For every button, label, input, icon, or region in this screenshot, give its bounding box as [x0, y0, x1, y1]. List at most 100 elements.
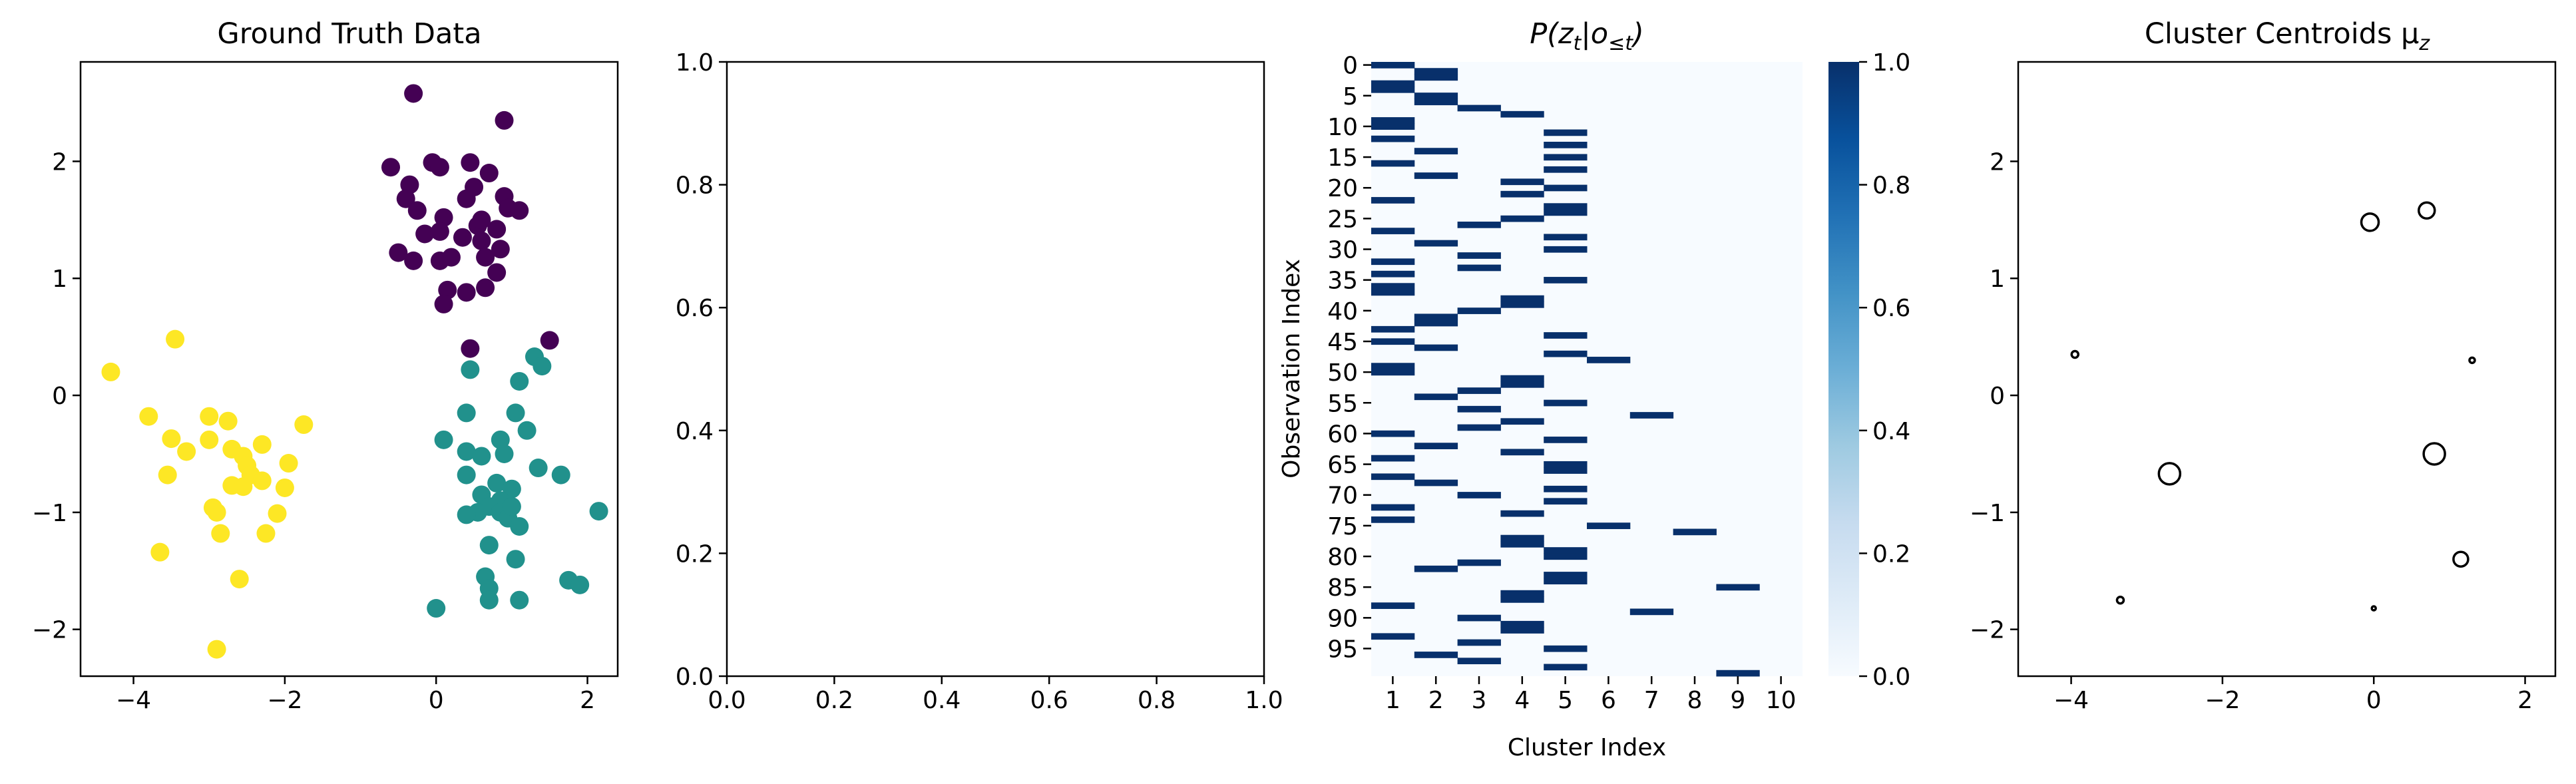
heatmap-cell	[1544, 399, 1588, 407]
data-point-cluster_0	[407, 201, 427, 220]
data-point-cluster_1	[461, 360, 480, 379]
data-point-cluster_1	[506, 550, 525, 569]
heatmap-cell	[1414, 443, 1458, 449]
y-tick-label: 50	[1327, 359, 1358, 387]
colorbar-ticks: 0.0 0.2 0.4 0.6 0.8 1.0	[1859, 49, 1910, 691]
heatmap-cell	[1371, 602, 1415, 609]
heatmap-cell	[1457, 639, 1501, 646]
data-point-cluster_1	[479, 590, 499, 610]
data-point-cluster_0	[510, 201, 529, 220]
data-point-cluster_0	[487, 263, 507, 282]
heatmap-cell	[1457, 307, 1501, 314]
y-tick-label: 2	[52, 148, 67, 176]
y-tick-label: 85	[1327, 574, 1358, 602]
heatmap-cell	[1544, 578, 1588, 585]
y-tick-label: 80	[1327, 544, 1358, 571]
data-point-cluster_1	[589, 502, 608, 521]
panel-posterior-heatmap: P(zt|o≤t) 1 2 3 4 5 6 7 8 9 100510152025303540455…	[1278, 17, 1910, 761]
x-tick-label: 0.0	[708, 687, 746, 714]
x-tick-label: −2	[267, 687, 302, 714]
heatmap-cell	[1544, 234, 1588, 241]
heatmap-cell	[1500, 590, 1544, 597]
heatmap-cell	[1371, 430, 1415, 437]
x-tick-label: 0	[2366, 687, 2382, 714]
y-tick-label: −2	[1970, 617, 2005, 644]
data-point-cluster_1	[434, 430, 453, 449]
y-tick-label: −1	[32, 500, 67, 527]
centroid-marker	[2422, 442, 2446, 466]
heatmap-cell	[1544, 203, 1588, 210]
data-point-cluster_2	[252, 471, 272, 490]
x-tick-label: 7	[1644, 687, 1659, 714]
data-point-cluster_2	[158, 465, 177, 485]
data-point-cluster_0	[461, 339, 480, 358]
heatmap-cell	[1500, 510, 1544, 517]
y-tick-label: 35	[1327, 268, 1358, 295]
y-tick-label: 0.6	[676, 295, 714, 322]
data-point-cluster_1	[502, 479, 521, 498]
y-tick-label: 5	[1343, 83, 1358, 110]
data-point-cluster_2	[230, 570, 249, 589]
data-point-cluster_1	[502, 497, 521, 516]
panel-ground-truth: Ground Truth Data −4 −2 0 2 −2 −1 0 1 2	[32, 17, 619, 714]
heatmap-cell	[1414, 393, 1458, 401]
heatmap-cell	[1673, 528, 1717, 536]
heatmap-cell	[1544, 209, 1588, 216]
panel-1-frame	[79, 61, 619, 678]
heatmap-cell	[1500, 449, 1544, 456]
data-point-cluster_0	[434, 294, 453, 313]
heatmap-cell	[1544, 332, 1588, 339]
heatmap-cell	[1371, 455, 1415, 462]
x-tick-label: −2	[2205, 687, 2240, 714]
data-point-cluster_1	[457, 505, 476, 524]
heatmap-cell	[1371, 325, 1415, 333]
heatmap-cell	[1587, 357, 1631, 363]
heatmap-cell	[1500, 301, 1544, 308]
heatmap-cell	[1414, 344, 1458, 351]
centroid-marker	[2360, 212, 2380, 232]
data-point-cluster_1	[510, 590, 529, 610]
heatmap-cell	[1544, 350, 1588, 357]
x-tick-label: 2	[580, 687, 595, 714]
heatmap-cell	[1544, 498, 1588, 505]
x-tick-label: 3	[1472, 687, 1487, 714]
heatmap-cell	[1371, 338, 1415, 345]
data-point-cluster_1	[457, 442, 476, 461]
colorbar-tick-label: 0.4	[1872, 418, 1910, 445]
heatmap-cells	[1371, 62, 1760, 677]
heatmap-cell	[1544, 572, 1588, 578]
data-point-cluster_1	[510, 371, 529, 391]
heatmap-cell	[1500, 215, 1544, 222]
heatmap-cell	[1500, 534, 1544, 542]
y-tick-label: 30	[1327, 237, 1358, 264]
heatmap-cell	[1414, 240, 1458, 247]
heatmap-cell	[1500, 110, 1544, 118]
y-tick-label: 95	[1327, 636, 1358, 663]
heatmap-cell	[1371, 270, 1415, 278]
data-point-cluster_0	[495, 110, 514, 130]
panel-1-title: Ground Truth Data	[217, 17, 481, 51]
colorbar-tick-label: 0.8	[1872, 172, 1910, 200]
heatmap-cell	[1544, 461, 1588, 468]
y-tick-label: 75	[1327, 513, 1358, 540]
data-point-cluster_0	[487, 220, 507, 239]
data-point-cluster_0	[381, 158, 401, 177]
heatmap-cell	[1457, 221, 1501, 228]
data-point-cluster_1	[457, 465, 476, 485]
x-tick-label: 1	[1385, 687, 1400, 714]
heatmap-cell	[1500, 375, 1544, 382]
heatmap-cell	[1544, 467, 1588, 474]
centroid-marker	[2452, 550, 2469, 568]
heatmap-cell	[1457, 264, 1501, 272]
x-tick-label: 2	[2517, 687, 2533, 714]
data-point-cluster_1	[510, 516, 529, 536]
centroids-ticks: −4 −2 0 2 −2 −1 0 1 2	[1970, 148, 2533, 714]
data-point-cluster_2	[200, 430, 219, 449]
data-point-cluster_2	[139, 407, 158, 426]
x-tick-label: 0.2	[815, 687, 853, 714]
data-point-cluster_2	[166, 329, 185, 349]
heatmap-cell	[1457, 405, 1501, 413]
y-tick-label: 1	[1990, 266, 2005, 293]
y-tick-label: 0.8	[676, 172, 714, 200]
x-tick-label: 8	[1687, 687, 1703, 714]
